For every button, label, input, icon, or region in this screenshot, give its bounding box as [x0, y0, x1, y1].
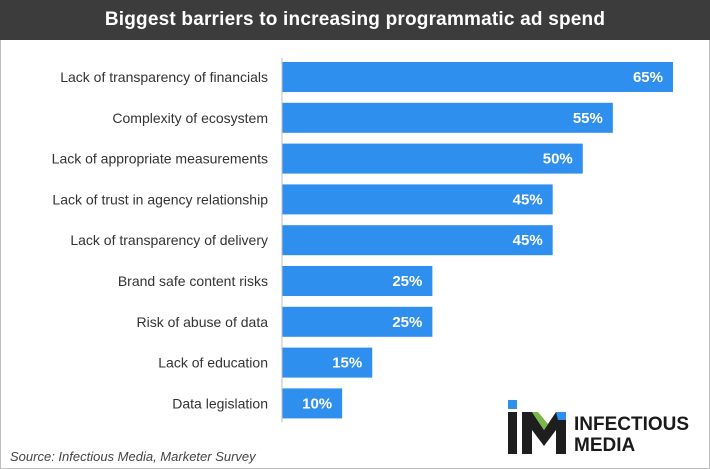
value-label-8: 10% — [302, 395, 332, 412]
bar-8 — [282, 388, 343, 419]
category-label-7: Lack of education — [158, 355, 268, 371]
category-label-2: Lack of appropriate measurements — [52, 151, 268, 167]
logo-mark-icon — [508, 400, 566, 454]
bar-7 — [282, 347, 373, 378]
bar-3 — [282, 184, 553, 215]
logo-line-1: INFECTIOUS — [574, 414, 690, 435]
category-label-0: Lack of transparency of financials — [60, 69, 268, 85]
bar-6 — [282, 306, 433, 337]
value-label-7: 15% — [332, 355, 362, 372]
value-label-6: 25% — [392, 314, 422, 331]
category-label-4: Lack of transparency of delivery — [70, 232, 268, 248]
value-label-4: 45% — [513, 232, 543, 249]
bar-0 — [282, 62, 673, 92]
logo-line-2: MEDIA — [574, 435, 636, 456]
logo-wordmark: INFECTIOUS MEDIA — [574, 414, 689, 456]
value-label-3: 45% — [513, 191, 543, 208]
bar-5 — [282, 266, 433, 296]
value-label-5: 25% — [392, 273, 422, 290]
bar-2 — [282, 143, 583, 174]
bar-1 — [282, 102, 613, 133]
category-label-5: Brand safe content risks — [118, 273, 268, 289]
category-label-3: Lack of trust in agency relationship — [52, 191, 268, 207]
category-label-6: Risk of abuse of data — [136, 314, 268, 330]
chart-title: Biggest barriers to increasing programma… — [0, 0, 710, 40]
value-label-2: 50% — [543, 151, 573, 168]
category-label-8: Data legislation — [172, 395, 268, 411]
source-note: Source: Infectious Media, Marketer Surve… — [10, 449, 256, 464]
category-label-1: Complexity of ecosystem — [112, 110, 268, 126]
value-label-1: 55% — [573, 110, 603, 127]
value-label-0: 65% — [633, 69, 663, 86]
bar-4 — [282, 225, 553, 256]
infectious-media-logo: INFECTIOUS MEDIA — [508, 400, 708, 456]
